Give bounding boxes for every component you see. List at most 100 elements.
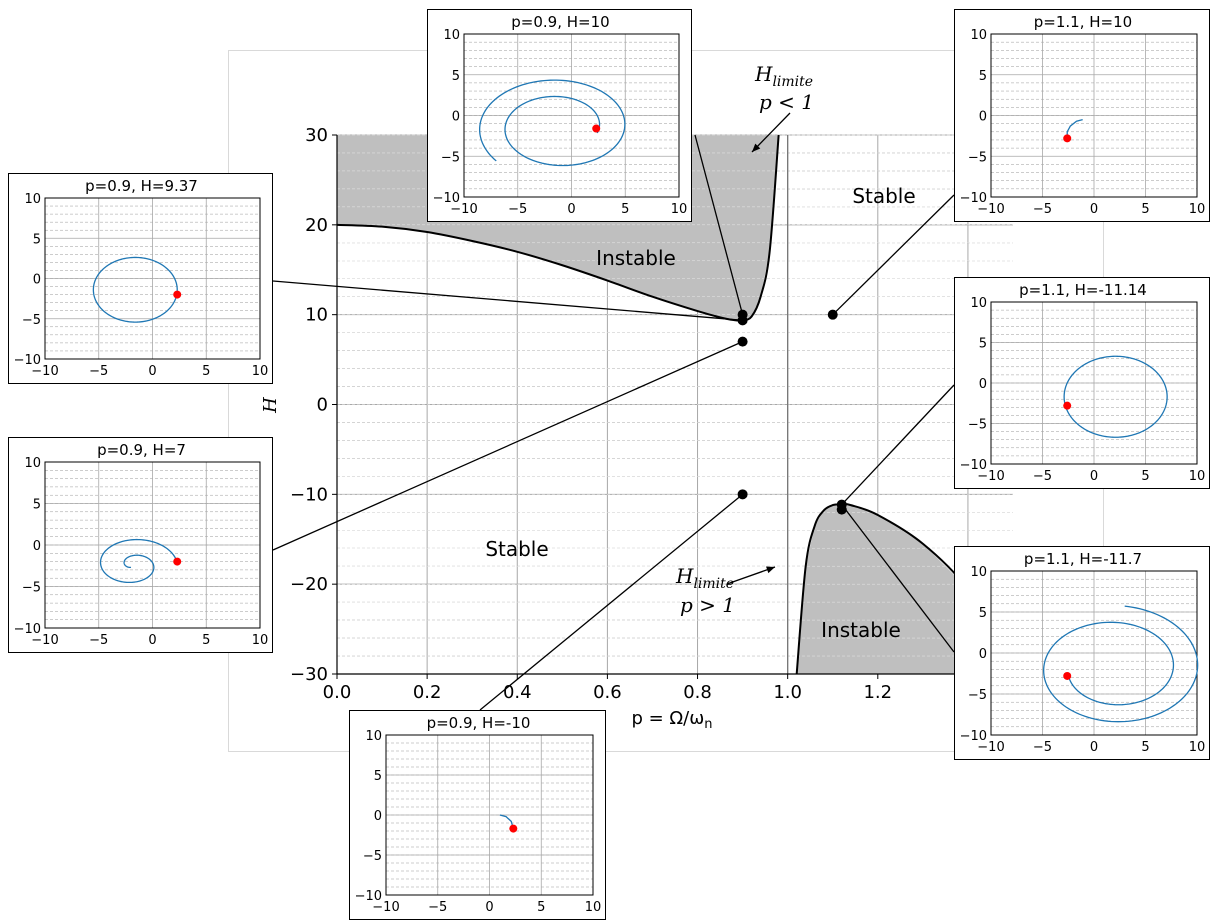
inset-x-tick-label: 5 bbox=[1141, 202, 1149, 217]
inset-p0.9-h-10: p=0.9, H=-10 10 5 0 −5 −10 −10 −5 0 5 10 bbox=[349, 710, 606, 920]
inset-y-tick-label: 10 bbox=[365, 729, 382, 744]
inset-y-tick-label: 0 bbox=[979, 377, 987, 392]
inset-y-tick-label: 10 bbox=[970, 28, 987, 43]
inset-x-tick-label: 5 bbox=[202, 633, 210, 648]
upper-boundary-curve bbox=[336, 134, 780, 322]
inset-x-tick-label: −10 bbox=[977, 202, 1004, 217]
h-limite-lower-h: H bbox=[675, 564, 694, 588]
inset-y-tick-label: −10 bbox=[960, 458, 987, 473]
inset-x-tick-label: 0 bbox=[485, 900, 493, 915]
y-tick-label: 0 bbox=[317, 395, 328, 416]
state-marker bbox=[737, 315, 748, 326]
inset-x-tick-label: −10 bbox=[977, 740, 1004, 755]
inset-x-tick-label: −5 bbox=[1033, 740, 1052, 755]
inset-x-tick-label: 5 bbox=[621, 202, 629, 217]
leader-line bbox=[272, 341, 743, 551]
leader-line bbox=[272, 280, 743, 321]
inset-x-tick-label: 0 bbox=[567, 202, 575, 217]
inset-x-tick-label: −10 bbox=[372, 900, 399, 915]
h-limite-lower-arrow bbox=[726, 566, 776, 585]
inset-axes-frame bbox=[385, 734, 594, 896]
inset-axes-frame bbox=[990, 570, 1198, 736]
state-marker bbox=[827, 309, 838, 320]
inset-x-tick-label: 10 bbox=[585, 900, 602, 915]
inset-p0.9-h10: p=0.9, H=10 10 5 0 −5 −10 −10 −5 0 5 10 bbox=[427, 9, 692, 222]
svg-text:Hlimite: Hlimite bbox=[675, 564, 734, 592]
inset-y-tick-label: −5 bbox=[968, 150, 987, 165]
inset-plot: p=0.9, H=9.37 10 5 0 −5 −10−10 −5 0 5 10 bbox=[14, 177, 269, 379]
leader-line bbox=[841, 384, 955, 506]
inset-x-tick-label: 5 bbox=[1141, 469, 1149, 484]
inset-x-tick-label: 0 bbox=[1090, 740, 1098, 755]
inset-plot: p=0.9, H=-10 10 5 0 −5 −10−10 −5 0 5 10 bbox=[355, 714, 602, 915]
annotation-upper-instable: Instable bbox=[596, 246, 676, 270]
inset-x-tick-label: 0 bbox=[1090, 202, 1098, 217]
inset-x-tick-label: −5 bbox=[89, 364, 108, 379]
inset-y-tick-label: 5 bbox=[33, 498, 41, 513]
inset-x-tick-label: −10 bbox=[977, 469, 1004, 484]
inset-title: p=1.1, H=-11.14 bbox=[1019, 281, 1147, 299]
leader-line bbox=[479, 493, 744, 711]
inset-y-tick-label: 10 bbox=[443, 28, 460, 43]
trajectory bbox=[92, 256, 178, 323]
h-limite-upper-label: Hlimite p < 1 bbox=[754, 62, 814, 114]
inset-y-tick-label: 10 bbox=[970, 565, 987, 580]
inset-x-tick-label: −5 bbox=[1033, 469, 1052, 484]
trajectory bbox=[1063, 355, 1168, 438]
inset-y-tick-label: 10 bbox=[24, 456, 41, 471]
h-limite-upper-h: H bbox=[754, 62, 773, 86]
inset-p0.9-h7: p=0.9, H=7 10 5 0 −5 −10 −10 −5 0 5 10 bbox=[8, 437, 273, 653]
inset-y-tick-label: 0 bbox=[33, 539, 41, 554]
inset-axes-frame bbox=[44, 197, 261, 360]
inset-x-tick-label: −10 bbox=[450, 202, 477, 217]
state-marker bbox=[836, 504, 847, 515]
leader-line bbox=[694, 134, 744, 315]
inset-y-tick-label: −5 bbox=[968, 418, 987, 433]
y-tick-label: 20 bbox=[305, 215, 328, 236]
inset-x-tick-label: 0 bbox=[148, 633, 156, 648]
inset-x-tick-label: 10 bbox=[252, 633, 269, 648]
annotation-upper-stable: Stable bbox=[852, 184, 915, 208]
leader-line bbox=[832, 194, 955, 316]
inset-y-tick-label: 5 bbox=[33, 232, 41, 247]
inset-y-tick-label: −10 bbox=[14, 353, 41, 368]
inset-x-tick-label: 0 bbox=[1090, 469, 1098, 484]
inset-y-tick-label: 5 bbox=[452, 69, 460, 84]
leader-line bbox=[841, 504, 955, 653]
inset-y-tick-label: 5 bbox=[979, 337, 987, 352]
inset-axes-frame bbox=[463, 33, 680, 198]
inset-title: p=1.1, H=10 bbox=[1034, 13, 1132, 31]
h-limite-upper-sub: limite bbox=[772, 74, 813, 90]
inset-plot: p=0.9, H=10 10 5 0 −5 −10−10 −5 0 5 10 bbox=[433, 13, 688, 217]
inset-title: p=0.9, H=9.37 bbox=[85, 177, 198, 195]
inset-x-tick-label: 10 bbox=[671, 202, 688, 217]
start-point bbox=[1063, 401, 1072, 410]
inset-plot: p=1.1, H=-11.7 10 5 0 −5 −10−10 −5 0 5 10 bbox=[960, 550, 1206, 755]
inset-y-tick-label: −10 bbox=[960, 729, 987, 744]
trajectory bbox=[1066, 118, 1083, 139]
inset-p0.9-h9.37: p=0.9, H=9.37 10 5 0 −5 −10 −10 −5 0 5 10 bbox=[8, 173, 273, 384]
h-limite-lower-arrow-head bbox=[766, 566, 775, 574]
x-tick-label: 1.2 bbox=[863, 682, 892, 703]
inset-y-tick-label: 10 bbox=[970, 296, 987, 311]
inset-y-tick-label: −10 bbox=[355, 889, 382, 904]
y-tick-label: 30 bbox=[305, 125, 328, 146]
inset-x-tick-label: 5 bbox=[1141, 740, 1149, 755]
inset-x-tick-label: 10 bbox=[1189, 469, 1206, 484]
trajectory bbox=[99, 538, 178, 584]
inset-y-tick-label: −10 bbox=[433, 191, 460, 206]
inset-x-tick-label: 5 bbox=[537, 900, 545, 915]
inset-x-tick-label: −10 bbox=[31, 633, 58, 648]
start-point bbox=[509, 824, 518, 833]
inset-title: p=1.1, H=-11.7 bbox=[1024, 550, 1142, 568]
y-tick-label: −20 bbox=[290, 574, 328, 595]
inset-y-tick-label: −10 bbox=[960, 191, 987, 206]
trajectory bbox=[478, 79, 626, 167]
start-point bbox=[173, 557, 182, 566]
inset-plot: p=1.1, H=-11.14 10 5 0 −5 −10−10 −5 0 5 10 bbox=[960, 281, 1206, 484]
y-tick-label: −10 bbox=[290, 484, 328, 505]
p-less-label: p < 1 bbox=[759, 90, 814, 114]
inset-plot: p=1.1, H=10 10 5 0 −5 −10−10 −5 0 5 10 bbox=[960, 13, 1206, 217]
inset-y-tick-label: 5 bbox=[979, 69, 987, 84]
inset-x-tick-label: 10 bbox=[252, 364, 269, 379]
